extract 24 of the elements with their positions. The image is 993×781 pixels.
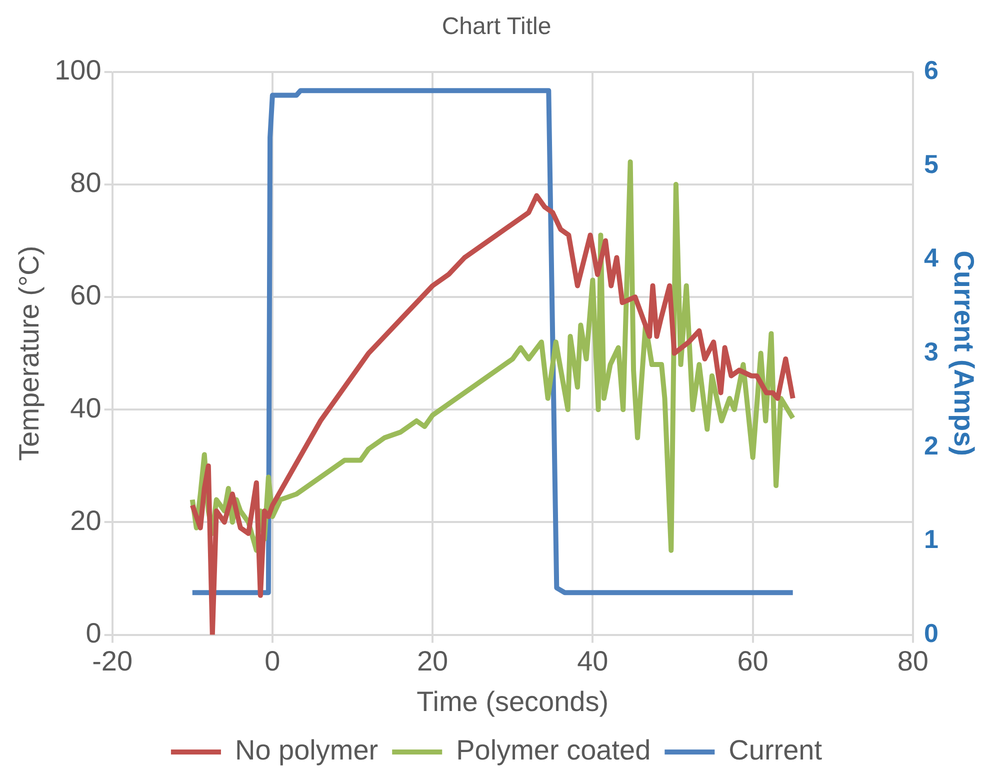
y2-tick-label: 5: [924, 148, 938, 179]
legend-label: Current: [728, 734, 822, 766]
y-tick-label: 100: [54, 54, 102, 86]
y-tick-label: 60: [70, 280, 102, 311]
y2-axis-title: Current (Amps): [948, 250, 980, 456]
x-tick-label: 0: [264, 645, 280, 676]
x-tick-label: 40: [577, 645, 608, 676]
y2-tick-label: 6: [924, 54, 938, 85]
x-axis-title: Time (seconds): [416, 686, 609, 717]
chart-title: Chart Title: [442, 13, 552, 40]
x-tick-label: 80: [897, 645, 929, 676]
y2-tick-label: 2: [924, 430, 938, 460]
y-tick-label: 80: [70, 167, 102, 198]
legend-label: Polymer coated: [456, 734, 651, 766]
x-tick-label: 20: [416, 645, 448, 676]
y2-tick-label: 1: [924, 524, 938, 554]
y2-tick-label: 3: [924, 336, 938, 366]
y-tick-label: 40: [70, 392, 102, 424]
legend-label: No polymer: [234, 734, 378, 766]
y-axis-title: Temperature (°C): [14, 246, 45, 461]
y2-tick-label: 4: [924, 242, 939, 273]
x-tick-label: 60: [737, 645, 768, 676]
y2-tick-label: 0: [924, 618, 938, 648]
y-tick-label: 20: [70, 504, 102, 536]
